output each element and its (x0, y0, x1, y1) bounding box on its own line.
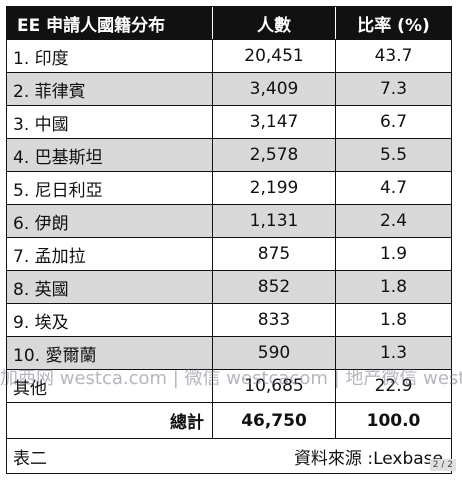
table-cell: 2,578 (213, 139, 336, 171)
table-cell: 1.9 (379, 244, 408, 264)
table-row: 3. 中國 3,147 6.7 (7, 106, 451, 139)
table-row: 7. 孟加拉 875 1.9 (7, 238, 451, 271)
table: EE 申請人國籍分布 人數 比率 (%) 1. 印度 20,451 43.7 2. 菲律賓… (6, 6, 452, 474)
footer-label: 表二 (13, 448, 47, 469)
header-cell: EE 申請人國籍分布 (7, 7, 213, 39)
table-cell: 833 (213, 304, 336, 336)
table-cell: 4. 巴基斯坦 (7, 139, 213, 171)
table-row: 9. 埃及 833 1.8 (7, 304, 451, 337)
table-cell: 22.9 (374, 376, 413, 396)
table-row: 5. 尼日利亞 2,199 4.7 (7, 172, 451, 205)
table-row: 其他 10,685 22.9 (7, 370, 451, 403)
table-row: 4. 巴基斯坦 2,578 5.5 (7, 139, 451, 172)
table-cell: 6.7 (379, 112, 408, 132)
table-row: 6. 伊朗 1,131 2.4 (7, 205, 451, 238)
table-cell: 20,451 (213, 40, 336, 72)
table-cell: 3. 中國 (7, 106, 213, 138)
page-indicator: 2 / 2 (429, 459, 456, 471)
table-cell: 7. 孟加拉 (7, 238, 213, 270)
footer-source: 資料來源 :Lexbase (293, 448, 443, 469)
table-row: 10. 愛爾蘭 590 1.3 (7, 337, 451, 370)
table-cell: 其他 (7, 370, 213, 402)
table-cell: 852 (213, 271, 336, 303)
header-row: EE 申請人國籍分布 人數 比率 (%) (7, 7, 451, 40)
table-cell: 590 (213, 337, 336, 369)
footer: 表二 資料來源 :Lexbase (7, 439, 451, 473)
table-cell: 43.7 (374, 46, 413, 66)
table-cell: 8. 英國 (7, 271, 213, 303)
table-cell: 5. 尼日利亞 (7, 172, 213, 204)
table-cell: 10. 愛爾蘭 (7, 337, 213, 369)
table-cell: 4.7 (379, 178, 408, 198)
table-row: 8. 英國 852 1.8 (7, 271, 451, 304)
header-cell: 比率 (%) (357, 15, 430, 36)
watermark: 加西网 westca.com | 微信 westcacom | 地产微信 wes… (0, 368, 462, 389)
table-cell: 2.4 (379, 211, 408, 231)
table-cell: 875 (213, 238, 336, 270)
table-cell: 1. 印度 (7, 40, 213, 72)
table-cell: 2. 菲律賓 (7, 73, 213, 105)
table-cell: 1.8 (379, 277, 408, 297)
table-cell: 3,147 (213, 106, 336, 138)
table-body: 1. 印度 20,451 43.7 2. 菲律賓 3,409 7.3 3. 中國 3,147 6… (7, 40, 451, 403)
table-cell: 6. 伊朗 (7, 205, 213, 237)
table-cell: 5.5 (379, 145, 408, 165)
table-cell: 9. 埃及 (7, 304, 213, 336)
table-row: 1. 印度 20,451 43.7 (7, 40, 451, 73)
table-row: 2. 菲律賓 3,409 7.3 (7, 73, 451, 106)
table-cell: 2,199 (213, 172, 336, 204)
table-cell: 1.3 (379, 343, 408, 363)
table-cell: 3,409 (213, 73, 336, 105)
table-cell: 1.8 (379, 310, 408, 330)
table-cell: 7.3 (379, 79, 408, 99)
table-cell: 10,685 (213, 370, 336, 402)
total-row: 總計 46,750 100.0 (7, 403, 451, 439)
total-cell: 總計 (7, 403, 213, 438)
total-cell: 100.0 (366, 410, 421, 431)
header-cell: 人數 (213, 7, 336, 39)
total-cell: 46,750 (213, 403, 336, 438)
table-cell: 1,131 (213, 205, 336, 237)
